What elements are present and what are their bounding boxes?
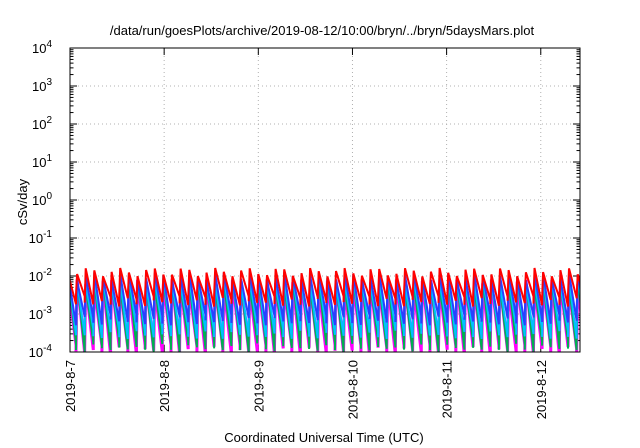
y-tick-label: 100 <box>32 191 52 208</box>
series-line <box>70 272 580 326</box>
x-tick-label: 2019-8-12 <box>534 360 549 419</box>
y-tick-label: 10-3 <box>29 305 53 322</box>
series-group <box>70 267 580 352</box>
y-tick-label: 104 <box>32 39 52 56</box>
x-axis-label: Coordinated Universal Time (UTC) <box>224 430 423 445</box>
x-tick-label: 2019-8-8 <box>157 360 172 412</box>
y-tick-label: 10-2 <box>29 267 53 284</box>
y-axis-label: cSv/day <box>15 178 30 225</box>
chart-title: /data/run/goesPlots/archive/2019-08-12/1… <box>110 23 535 38</box>
y-tick-label: 10-4 <box>29 343 53 360</box>
plot-area: 10-4 10-3 10-2 10-1 100 101 102 103 104 2019-8-7 2… <box>29 39 581 419</box>
y-tick-label: 101 <box>32 153 52 170</box>
y-tick-label: 102 <box>32 115 52 132</box>
x-tick-label: 2019-8-11 <box>440 360 455 418</box>
series-line <box>70 267 580 307</box>
plot-frame <box>69 47 581 353</box>
x-tick-label: 2019-8-7 <box>63 360 78 412</box>
x-tick-label: 2019-8-9 <box>251 360 266 412</box>
x-tick-label: 2019-8-10 <box>345 360 360 419</box>
y-tick-label: 103 <box>32 77 52 94</box>
y-tick-label: 10-1 <box>29 229 53 246</box>
